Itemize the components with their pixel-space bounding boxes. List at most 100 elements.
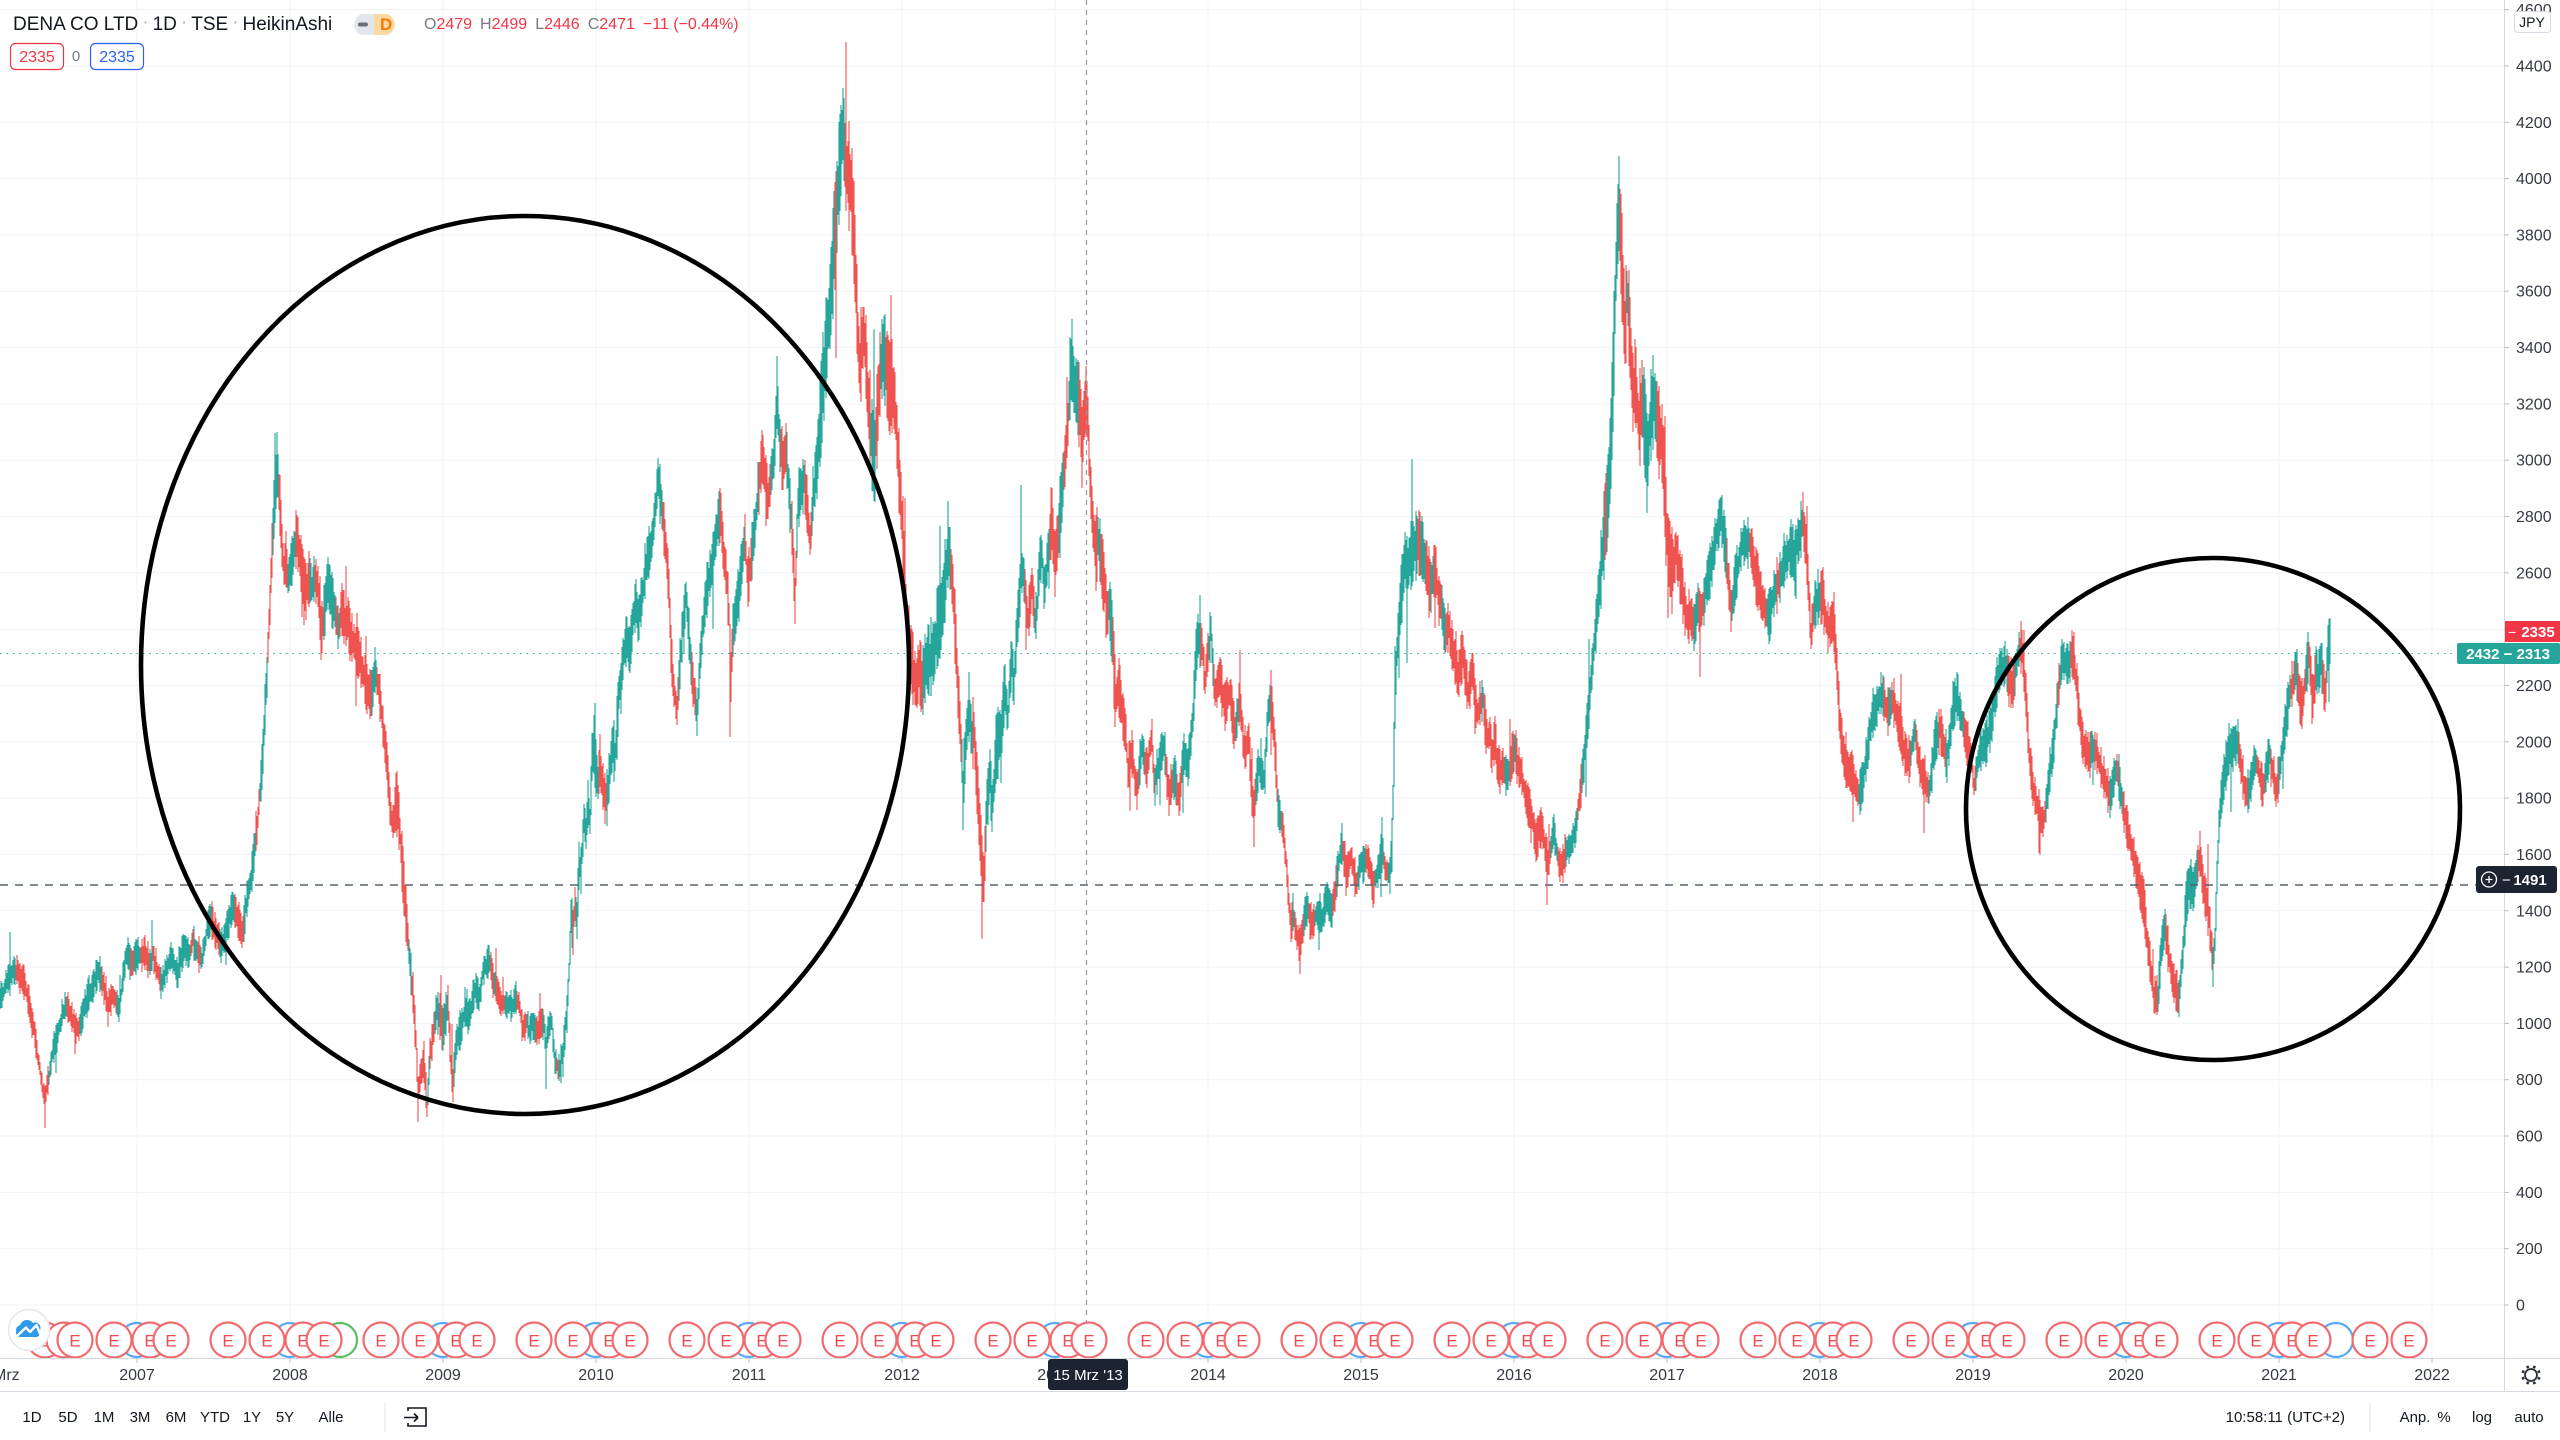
svg-text:E: E: [624, 1332, 635, 1351]
svg-text:E: E: [1599, 1332, 1610, 1351]
svg-text:2021: 2021: [2261, 1367, 2297, 1384]
svg-text:YTD: YTD: [200, 1409, 230, 1426]
svg-text:E: E: [603, 1332, 614, 1351]
svg-text:E: E: [1752, 1332, 1763, 1351]
svg-text:E: E: [567, 1332, 578, 1351]
svg-text:2007: 2007: [119, 1367, 155, 1384]
svg-text:E: E: [1179, 1332, 1190, 1351]
svg-text:E: E: [1674, 1332, 1685, 1351]
svg-text:−: −: [2502, 872, 2511, 889]
svg-text:E: E: [528, 1332, 539, 1351]
svg-text:2017: 2017: [1649, 1367, 1685, 1384]
svg-text:200: 200: [2516, 1241, 2543, 1258]
svg-text:600: 600: [2516, 1129, 2543, 1146]
svg-text:E: E: [2403, 1332, 2414, 1351]
svg-text:2014: 2014: [1190, 1367, 1226, 1384]
svg-text:6M: 6M: [166, 1409, 187, 1426]
svg-text:Anp.: Anp.: [2400, 1409, 2431, 1426]
svg-text:E: E: [144, 1332, 155, 1351]
svg-text:E: E: [2250, 1332, 2261, 1351]
svg-text:10:58:11 (UTC+2): 10:58:11 (UTC+2): [2226, 1409, 2345, 1426]
svg-text:E: E: [69, 1332, 80, 1351]
svg-text:auto: auto: [2514, 1409, 2543, 1426]
svg-text:E: E: [777, 1332, 788, 1351]
svg-text:E: E: [930, 1332, 941, 1351]
svg-text:2432 − 2313: 2432 − 2313: [2466, 646, 2550, 663]
svg-text:E: E: [1695, 1332, 1706, 1351]
svg-text:E: E: [1236, 1332, 1247, 1351]
svg-text:%: %: [2437, 1409, 2450, 1426]
svg-text:E: E: [1905, 1332, 1916, 1351]
svg-text:15 Mrz '13: 15 Mrz '13: [1053, 1367, 1123, 1384]
svg-text:E: E: [450, 1332, 461, 1351]
svg-text:1491: 1491: [2513, 872, 2546, 889]
svg-text:800: 800: [2516, 1072, 2543, 1089]
svg-text:E: E: [165, 1332, 176, 1351]
svg-text:E: E: [1083, 1332, 1094, 1351]
svg-text:1200: 1200: [2516, 960, 2552, 977]
svg-text:E: E: [1293, 1332, 1304, 1351]
svg-text:2200: 2200: [2516, 678, 2552, 695]
svg-text:3200: 3200: [2516, 396, 2552, 413]
svg-text:E: E: [1389, 1332, 1400, 1351]
svg-text:E: E: [1848, 1332, 1859, 1351]
svg-text:E: E: [2133, 1332, 2144, 1351]
svg-text:E: E: [909, 1332, 920, 1351]
svg-text:E: E: [471, 1332, 482, 1351]
svg-text:E: E: [720, 1332, 731, 1351]
svg-text:E: E: [1521, 1332, 1532, 1351]
svg-text:2335: 2335: [19, 49, 55, 66]
svg-text:4000: 4000: [2516, 171, 2552, 188]
svg-text:E: E: [1446, 1332, 1457, 1351]
svg-text:2000: 2000: [2516, 734, 2552, 751]
svg-text:E: E: [2097, 1332, 2108, 1351]
svg-text:400: 400: [2516, 1185, 2543, 1202]
svg-text:5Y: 5Y: [276, 1409, 294, 1426]
svg-text:4400: 4400: [2516, 59, 2552, 76]
svg-text:E: E: [834, 1332, 845, 1351]
svg-text:2022: 2022: [2414, 1367, 2450, 1384]
svg-text:4200: 4200: [2516, 115, 2552, 132]
svg-text:E: E: [2058, 1332, 2069, 1351]
svg-text:2011: 2011: [732, 1367, 767, 1384]
svg-text:E: E: [375, 1332, 386, 1351]
svg-text:5D: 5D: [58, 1409, 77, 1426]
svg-text:3800: 3800: [2516, 227, 2552, 244]
svg-text:E: E: [756, 1332, 767, 1351]
svg-text:2335: 2335: [2521, 624, 2554, 641]
svg-text:E: E: [1944, 1332, 1955, 1351]
svg-text:2016: 2016: [1496, 1367, 1532, 1384]
svg-text:1M: 1M: [94, 1409, 115, 1426]
svg-text:E: E: [1485, 1332, 1496, 1351]
svg-text:E: E: [1827, 1332, 1838, 1351]
svg-text:2015: 2015: [1343, 1367, 1379, 1384]
svg-text:E: E: [987, 1332, 998, 1351]
svg-text:E: E: [1368, 1332, 1379, 1351]
svg-text:3600: 3600: [2516, 284, 2552, 301]
svg-text:E: E: [1791, 1332, 1802, 1351]
svg-text:E: E: [873, 1332, 884, 1351]
svg-text:E: E: [222, 1332, 233, 1351]
svg-text:E: E: [2001, 1332, 2012, 1351]
svg-text:1D: 1D: [22, 1409, 41, 1426]
svg-text:E: E: [1638, 1332, 1649, 1351]
svg-text:2335: 2335: [99, 49, 135, 66]
svg-text:E: E: [414, 1332, 425, 1351]
svg-text:−: −: [2508, 624, 2516, 640]
svg-text:0: 0: [2516, 1298, 2525, 1315]
svg-text:1800: 1800: [2516, 791, 2552, 808]
svg-text:3M: 3M: [130, 1409, 151, 1426]
svg-text:E: E: [2154, 1332, 2165, 1351]
svg-text:D: D: [380, 15, 392, 34]
svg-text:log: log: [2472, 1409, 2492, 1426]
svg-text:E: E: [261, 1332, 272, 1351]
svg-text:E: E: [318, 1332, 329, 1351]
svg-text:E: E: [1062, 1332, 1073, 1351]
svg-text:Alle: Alle: [318, 1409, 343, 1426]
svg-text:E: E: [297, 1332, 308, 1351]
svg-text:2600: 2600: [2516, 565, 2552, 582]
svg-text:E: E: [1332, 1332, 1343, 1351]
svg-text:JPY: JPY: [2519, 14, 2545, 30]
svg-text:2009: 2009: [425, 1367, 461, 1384]
svg-text:2800: 2800: [2516, 509, 2552, 526]
